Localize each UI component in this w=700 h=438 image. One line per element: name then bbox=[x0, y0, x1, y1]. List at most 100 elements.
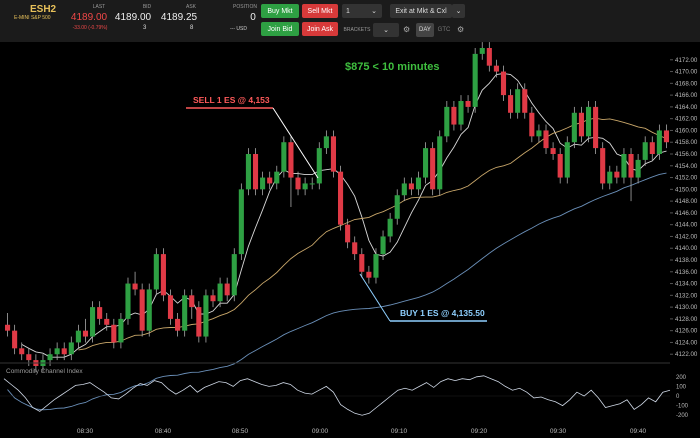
candle-down bbox=[160, 254, 166, 296]
price-tick-label: 4172.00 bbox=[675, 57, 698, 64]
candle-up bbox=[415, 177, 422, 190]
position-header: POSITION bbox=[233, 4, 257, 10]
candle-down bbox=[224, 283, 230, 296]
candle-up bbox=[423, 148, 429, 178]
exit-at-market-button[interactable]: Exit at Mkt & Cxl bbox=[390, 4, 452, 18]
price-tick-label: 4122.00 bbox=[675, 351, 698, 358]
last-header: LAST bbox=[92, 4, 106, 10]
price-tick-label: 4132.00 bbox=[675, 292, 698, 299]
price-chart[interactable]: 4172.00 4170.00 4168.00 4166.00 4164.00 4162.… bbox=[0, 42, 700, 438]
sell-market-button[interactable]: Sell Mkt bbox=[302, 4, 338, 18]
candle-down bbox=[593, 106, 599, 149]
cci-panel: 200 100 0 -100 -200 bbox=[0, 375, 689, 419]
cci-tick-label: 100 bbox=[676, 384, 687, 390]
time-tick-label: 08:40 bbox=[155, 428, 172, 435]
candle-down bbox=[352, 242, 358, 255]
candle-down bbox=[529, 112, 535, 137]
buy-market-button[interactable]: Buy Mkt bbox=[261, 4, 299, 18]
symbol-label[interactable]: ESH2 bbox=[30, 4, 57, 15]
price-tick-label: 4134.00 bbox=[675, 281, 698, 288]
brackets-label: BRACKETS bbox=[343, 27, 371, 33]
join-bid-button[interactable]: Join Bid bbox=[261, 22, 299, 36]
ask-size: 8 bbox=[190, 25, 194, 31]
candle-down bbox=[167, 295, 174, 319]
candle-up bbox=[217, 283, 223, 302]
time-tick-label: 09:40 bbox=[630, 428, 647, 435]
price-tick-label: 4138.00 bbox=[675, 257, 698, 264]
candle-down bbox=[345, 224, 351, 243]
candle-down bbox=[550, 148, 556, 154]
candle-down bbox=[600, 148, 606, 184]
candle-down bbox=[430, 148, 436, 190]
candle-up bbox=[309, 183, 315, 185]
bid-price[interactable]: 4189.00 bbox=[114, 12, 152, 23]
day-toggle[interactable]: DAY bbox=[416, 23, 434, 37]
candle-down bbox=[337, 171, 344, 225]
price-tick-label: 4148.00 bbox=[675, 198, 698, 205]
candle-up bbox=[479, 48, 485, 54]
candle-down bbox=[408, 183, 414, 190]
candle-down bbox=[139, 289, 145, 331]
settings-gear-icon[interactable]: ⚙ bbox=[403, 25, 411, 34]
candle-up bbox=[203, 295, 209, 337]
candle-down bbox=[288, 142, 294, 178]
price-tick-label: 4168.00 bbox=[675, 80, 698, 87]
candle-down bbox=[614, 171, 620, 178]
candle-down bbox=[175, 318, 181, 331]
price-tick-label: 4124.00 bbox=[675, 339, 698, 346]
candle-up bbox=[231, 254, 237, 296]
candle-up bbox=[153, 254, 159, 290]
exit-dropdown-button[interactable]: ⌄ bbox=[452, 4, 465, 18]
candle-down bbox=[196, 307, 202, 337]
candle-up bbox=[125, 283, 131, 319]
ask-price[interactable]: 4189.25 bbox=[160, 12, 198, 23]
candle-up bbox=[274, 171, 280, 184]
price-tick-label: 4130.00 bbox=[675, 304, 698, 311]
price-tick-label: 4140.00 bbox=[675, 245, 698, 252]
chevron-down-icon: ⌄ bbox=[371, 8, 377, 15]
candle-up bbox=[90, 307, 96, 337]
candle-down bbox=[500, 71, 507, 96]
price-tick-label: 4142.00 bbox=[675, 233, 698, 240]
brackets-dropdown[interactable]: ⌄ bbox=[373, 23, 399, 37]
ask-header: ASK bbox=[185, 4, 196, 10]
price-tick-label: 4156.00 bbox=[675, 151, 698, 158]
time-tick-label: 09:10 bbox=[391, 428, 408, 435]
price-tick-label: 4126.00 bbox=[675, 328, 698, 335]
quantity-dropdown-button[interactable]: ⌄ bbox=[366, 4, 382, 18]
candle-up bbox=[458, 101, 464, 125]
candle-up bbox=[401, 183, 407, 196]
candle-down bbox=[82, 330, 89, 337]
time-axis[interactable]: 08:30 08:40 08:50 09:00 09:10 09:20 09:30 09:40 bbox=[77, 428, 647, 435]
price-tick-label: 4166.00 bbox=[675, 92, 698, 99]
candlestick-series bbox=[4, 42, 670, 372]
price-tick-label: 4162.00 bbox=[675, 116, 698, 123]
candle-down bbox=[465, 101, 471, 107]
join-ask-button[interactable]: Join Ask bbox=[302, 22, 338, 36]
candle-down bbox=[359, 254, 365, 272]
candle-down bbox=[111, 324, 117, 343]
candle-down bbox=[267, 177, 273, 184]
quantity-input[interactable]: 1 bbox=[342, 4, 370, 18]
time-tick-label: 09:30 bbox=[550, 428, 567, 435]
candle-down bbox=[12, 330, 18, 349]
candle-down bbox=[663, 130, 670, 143]
candle-up bbox=[182, 295, 188, 331]
cci-indicator-label: Commodity Channel Index bbox=[6, 368, 83, 375]
candle-down bbox=[97, 307, 103, 319]
candle-up bbox=[642, 142, 648, 160]
candle-up bbox=[571, 112, 577, 143]
candle-up bbox=[621, 154, 627, 178]
gtc-toggle[interactable]: GTC bbox=[437, 27, 451, 33]
price-tick-label: 4144.00 bbox=[675, 222, 698, 229]
sell-pointer-line bbox=[272, 107, 319, 179]
settings-gear-icon[interactable]: ⚙ bbox=[457, 25, 465, 34]
candle-up bbox=[146, 289, 152, 331]
candle-down bbox=[26, 354, 32, 361]
candle-up bbox=[373, 254, 379, 278]
candle-up bbox=[54, 348, 60, 355]
time-tick-label: 09:20 bbox=[471, 428, 488, 435]
candle-up bbox=[380, 236, 386, 255]
candle-up bbox=[394, 195, 400, 219]
price-axis[interactable]: 4172.00 4170.00 4168.00 4166.00 4164.00 4162.… bbox=[670, 57, 698, 358]
